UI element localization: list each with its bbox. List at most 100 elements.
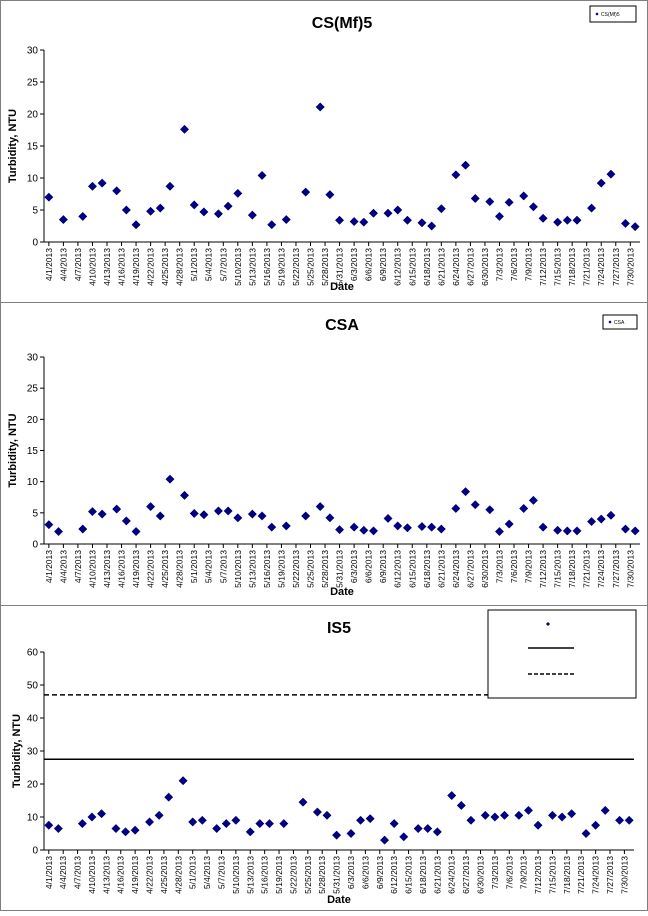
- data-point: [223, 506, 233, 516]
- x-tick-label: 4/7/2013: [73, 856, 83, 889]
- x-tick-label: 5/19/2013: [276, 550, 286, 588]
- x-axis-label: Date: [330, 281, 354, 293]
- x-tick-label: 7/30/2013: [625, 248, 635, 286]
- x-tick-label: 4/1/2013: [44, 856, 54, 889]
- data-point: [606, 169, 616, 179]
- chart-title: IS5: [327, 620, 351, 637]
- data-point: [470, 193, 480, 204]
- x-tick-label: 6/27/2013: [465, 550, 475, 588]
- y-tick-label: 25: [27, 384, 39, 395]
- data-point: [417, 521, 427, 532]
- x-tick-label: 6/9/2013: [378, 550, 388, 583]
- data-point: [121, 205, 131, 215]
- x-tick-label: 4/4/2013: [58, 248, 68, 281]
- legend-label: CSA: [614, 320, 625, 326]
- data-point: [591, 820, 601, 830]
- data-point: [281, 215, 291, 225]
- data-point: [596, 514, 606, 524]
- x-tick-label: 6/21/2013: [432, 856, 442, 894]
- data-point: [499, 810, 510, 820]
- y-tick-label: 10: [27, 813, 39, 824]
- x-tick-label: 7/24/2013: [596, 550, 606, 588]
- data-point: [630, 222, 640, 232]
- data-point: [624, 815, 634, 825]
- x-tick-label: 5/28/2013: [317, 856, 327, 894]
- x-tick-label: 5/16/2013: [262, 248, 272, 286]
- x-tick-label: 4/1/2013: [44, 550, 54, 583]
- x-tick-label: 4/4/2013: [58, 856, 68, 889]
- data-point: [146, 206, 156, 216]
- data-point: [547, 810, 558, 820]
- data-point: [189, 200, 199, 210]
- data-point: [155, 203, 165, 213]
- y-tick-label: 0: [32, 238, 38, 249]
- data-point: [451, 170, 461, 180]
- data-point: [586, 203, 597, 213]
- x-tick-label: 4/28/2013: [173, 856, 183, 894]
- data-point: [383, 208, 393, 218]
- x-tick-label: 7/9/2013: [519, 856, 529, 889]
- data-point: [562, 526, 572, 536]
- x-tick-label: 7/21/2013: [576, 856, 586, 894]
- data-point: [383, 513, 393, 523]
- x-tick-label: 6/27/2013: [461, 856, 471, 894]
- data-point: [504, 197, 514, 207]
- data-point: [600, 805, 610, 815]
- x-tick-label: 7/3/2013: [490, 856, 500, 889]
- data-point: [189, 508, 199, 519]
- data-point: [154, 810, 164, 820]
- x-tick-label: 7/6/2013: [509, 248, 519, 281]
- y-axis-label: Turbidity, NTU: [7, 109, 19, 183]
- x-tick-label: 6/12/2013: [393, 248, 403, 286]
- data-point: [121, 516, 131, 526]
- data-point: [519, 503, 529, 514]
- x-tick-label: 4/10/2013: [87, 856, 97, 894]
- data-point: [111, 823, 121, 834]
- x-tick-label: 6/18/2013: [422, 550, 432, 588]
- data-point: [97, 809, 107, 819]
- data-point: [494, 526, 505, 537]
- x-tick-label: 5/31/2013: [335, 550, 345, 588]
- y-axis-label: Turbidity, NTU: [7, 413, 19, 487]
- x-tick-label: 5/7/2013: [216, 856, 226, 889]
- data-point: [423, 823, 433, 834]
- legend-marker: [608, 320, 612, 324]
- data-point: [301, 511, 311, 521]
- x-tick-label: 4/1/2013: [44, 248, 54, 281]
- data-point: [131, 220, 141, 230]
- data-point: [97, 509, 107, 519]
- x-tick-label: 5/7/2013: [218, 248, 228, 281]
- data-point: [356, 815, 366, 825]
- data-point: [332, 830, 342, 840]
- data-point: [44, 820, 54, 830]
- x-tick-label: 6/21/2013: [436, 248, 446, 286]
- x-tick-label: 5/28/2013: [320, 550, 330, 588]
- y-tick-label: 10: [27, 174, 39, 185]
- data-point: [312, 807, 322, 817]
- data-point: [436, 204, 446, 214]
- x-tick-label: 6/3/2013: [349, 550, 359, 583]
- x-tick-label: 6/15/2013: [407, 550, 417, 588]
- data-point: [490, 812, 500, 822]
- x-tick-label: 4/10/2013: [87, 248, 97, 286]
- x-tick-label: 7/18/2013: [567, 550, 577, 588]
- data-point: [470, 500, 480, 510]
- x-tick-label: 5/25/2013: [306, 550, 316, 588]
- x-tick-label: 7/24/2013: [596, 248, 606, 286]
- data-point: [87, 181, 98, 191]
- data-point: [325, 513, 335, 523]
- data-point: [466, 815, 476, 825]
- y-tick-label: 15: [27, 446, 39, 457]
- data-point: [523, 805, 534, 815]
- x-tick-label: 4/13/2013: [102, 248, 112, 286]
- x-tick-label: 4/19/2013: [131, 248, 141, 286]
- data-point: [533, 820, 543, 830]
- x-tick-label: 5/4/2013: [204, 248, 214, 281]
- data-point: [279, 819, 289, 829]
- x-tick-label: 5/1/2013: [189, 248, 199, 281]
- data-point: [178, 776, 188, 786]
- data-point: [553, 217, 563, 227]
- data-point: [349, 216, 359, 227]
- x-tick-label: 7/21/2013: [582, 248, 592, 286]
- data-point: [199, 510, 209, 520]
